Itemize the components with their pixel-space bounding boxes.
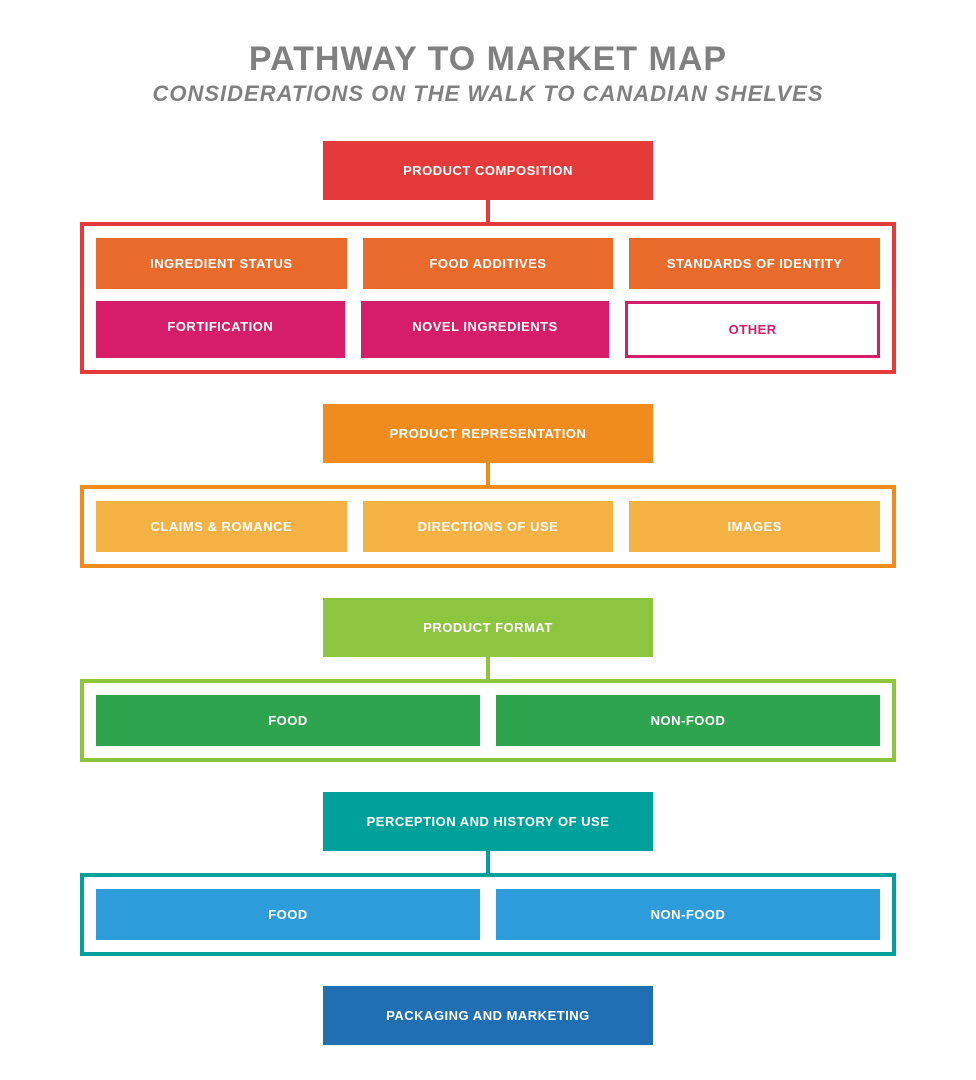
connector bbox=[486, 657, 490, 679]
section-product-representation: PRODUCT REPRESENTATION CLAIMS & ROMANCE DI… bbox=[80, 404, 896, 568]
section-packaging-marketing: PACKAGING AND MARKETING bbox=[80, 986, 896, 1045]
cell-product-composition-0-1: FOOD ADDITIVES bbox=[363, 238, 614, 289]
section-product-format: PRODUCT FORMAT FOOD NON-FOOD bbox=[80, 598, 896, 762]
section-header-product-composition: PRODUCT COMPOSITION bbox=[323, 141, 653, 200]
cell-perception-history-0-0: FOOD bbox=[96, 889, 480, 940]
row: FOOD NON-FOOD bbox=[96, 889, 880, 940]
row: FORTIFICATION NOVEL INGREDIENTS OTHER bbox=[96, 301, 880, 358]
section-perception-history: PERCEPTION AND HISTORY OF USE FOOD NON-FOO… bbox=[80, 792, 896, 956]
cell-product-composition-1-0: FORTIFICATION bbox=[96, 301, 345, 358]
section-header-product-representation: PRODUCT REPRESENTATION bbox=[323, 404, 653, 463]
cell-product-representation-0-0: CLAIMS & ROMANCE bbox=[96, 501, 347, 552]
cell-product-composition-1-2: OTHER bbox=[625, 301, 880, 358]
cell-product-composition-0-2: STANDARDS OF IDENTITY bbox=[629, 238, 880, 289]
section-header-perception-history: PERCEPTION AND HISTORY OF USE bbox=[323, 792, 653, 851]
cell-product-format-0-1: NON-FOOD bbox=[496, 695, 880, 746]
connector bbox=[486, 851, 490, 873]
cell-product-composition-0-0: INGREDIENT STATUS bbox=[96, 238, 347, 289]
row: INGREDIENT STATUS FOOD ADDITIVES STANDARDS… bbox=[96, 238, 880, 289]
section-frame-product-format: FOOD NON-FOOD bbox=[80, 679, 896, 762]
section-frame-perception-history: FOOD NON-FOOD bbox=[80, 873, 896, 956]
row: CLAIMS & ROMANCE DIRECTIONS OF USE IMAGES bbox=[96, 501, 880, 552]
section-frame-product-composition: INGREDIENT STATUS FOOD ADDITIVES STANDARDS… bbox=[80, 222, 896, 374]
cell-product-format-0-0: FOOD bbox=[96, 695, 480, 746]
section-gap bbox=[80, 374, 896, 404]
connector bbox=[486, 200, 490, 222]
page-title: PATHWAY TO MARKET MAP bbox=[80, 40, 896, 79]
section-header-packaging-marketing: PACKAGING AND MARKETING bbox=[323, 986, 653, 1045]
section-gap bbox=[80, 956, 896, 986]
pathway-diagram: PRODUCT COMPOSITION INGREDIENT STATUS FOOD… bbox=[80, 141, 896, 1045]
section-product-composition: PRODUCT COMPOSITION INGREDIENT STATUS FOOD… bbox=[80, 141, 896, 374]
section-frame-product-representation: CLAIMS & ROMANCE DIRECTIONS OF USE IMAGES bbox=[80, 485, 896, 568]
section-header-product-format: PRODUCT FORMAT bbox=[323, 598, 653, 657]
cell-product-representation-0-2: IMAGES bbox=[629, 501, 880, 552]
section-gap bbox=[80, 568, 896, 598]
connector bbox=[486, 463, 490, 485]
section-gap bbox=[80, 762, 896, 792]
cell-perception-history-0-1: NON-FOOD bbox=[496, 889, 880, 940]
row: FOOD NON-FOOD bbox=[96, 695, 880, 746]
cell-product-composition-1-1: NOVEL INGREDIENTS bbox=[361, 301, 610, 358]
cell-product-representation-0-1: DIRECTIONS OF USE bbox=[363, 501, 614, 552]
page-subtitle: CONSIDERATIONS ON THE WALK TO CANADIAN S… bbox=[80, 81, 896, 107]
